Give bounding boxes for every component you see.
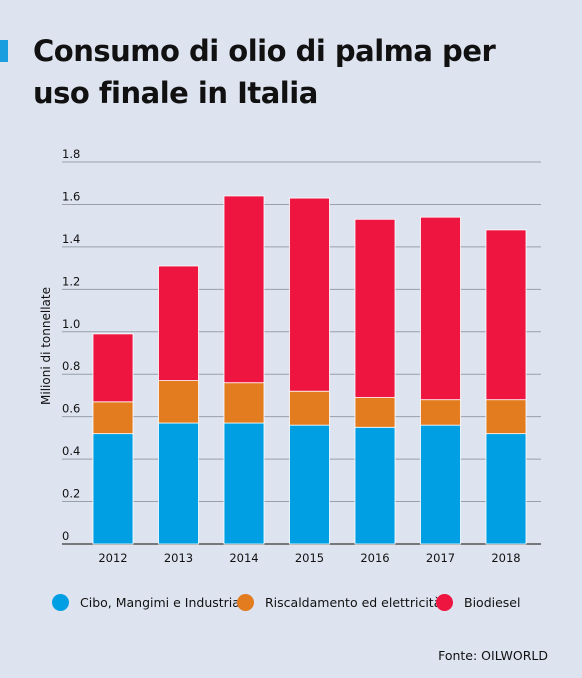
bar-segment — [354, 397, 396, 428]
x-tick-label: 2013 — [164, 551, 193, 565]
legend-swatch-food — [52, 594, 69, 611]
bar-segment — [92, 433, 134, 545]
bar-segment — [289, 390, 330, 426]
chart-title: Consumo di olio di palma per uso finale … — [33, 34, 496, 110]
legend-label-food: Cibo, Mangimi e Industria — [80, 595, 240, 610]
x-tick-label: 2012 — [98, 551, 127, 565]
legend-swatch-heating — [237, 594, 254, 611]
y-tick-label: 0.8 — [62, 359, 80, 373]
bar-segment — [420, 216, 461, 401]
bar-segment — [420, 399, 461, 426]
stacked-bar-chart: 0 0.2 0.4 0.6 0.8 1.0 1.2 1.4 1.6 1.8 2012 2013 2014… — [39, 147, 541, 565]
bar-segment — [485, 433, 527, 545]
bar-segment — [223, 422, 265, 545]
x-tick-label: 2017 — [426, 551, 455, 565]
bar-segment — [223, 382, 265, 424]
bars — [92, 195, 527, 545]
y-tick-label: 1.8 — [62, 147, 80, 161]
legend-label-heating: Riscaldamento ed elettricità — [265, 595, 442, 610]
axis-labels: 0 0.2 0.4 0.6 0.8 1.0 1.2 1.4 1.6 1.8 2012 2013 2014… — [62, 147, 521, 565]
y-axis-title: Milioni di tonnellate — [39, 287, 53, 405]
legend-label-biodiesel: Biodiesel — [464, 595, 521, 610]
y-tick-label: 1.6 — [62, 189, 80, 203]
x-tick-label: 2018 — [491, 551, 520, 565]
bar-segment — [92, 401, 134, 435]
legend: Cibo, Mangimi e Industria Riscaldamento … — [52, 592, 572, 616]
bar-segment — [289, 197, 330, 392]
source-note: Fonte: OILWORLD — [438, 648, 548, 663]
y-tick-label: 1.2 — [62, 274, 80, 288]
x-tick-label: 2015 — [295, 551, 324, 565]
bar-segment — [158, 265, 199, 381]
bar-segment — [485, 399, 527, 435]
bar-segment — [420, 424, 461, 545]
y-tick-label: 1.0 — [62, 317, 80, 331]
bar-segment — [485, 229, 527, 401]
y-tick-label: 0.2 — [62, 487, 80, 501]
bar-segment — [354, 426, 396, 545]
y-tick-label: 1.4 — [62, 232, 80, 246]
bar-segment — [158, 380, 199, 424]
bar-segment — [158, 422, 199, 545]
bar-segment — [92, 333, 134, 403]
bar-segment — [223, 195, 265, 384]
title-accent-mark — [0, 40, 8, 62]
bar-segment — [354, 218, 396, 398]
bar-segment — [289, 424, 330, 545]
x-tick-label: 2014 — [229, 551, 258, 565]
y-tick-label: 0 — [62, 529, 69, 543]
y-tick-label: 0.6 — [62, 402, 80, 416]
y-tick-label: 0.4 — [62, 444, 80, 458]
legend-swatch-biodiesel — [436, 594, 453, 611]
x-tick-label: 2016 — [360, 551, 389, 565]
